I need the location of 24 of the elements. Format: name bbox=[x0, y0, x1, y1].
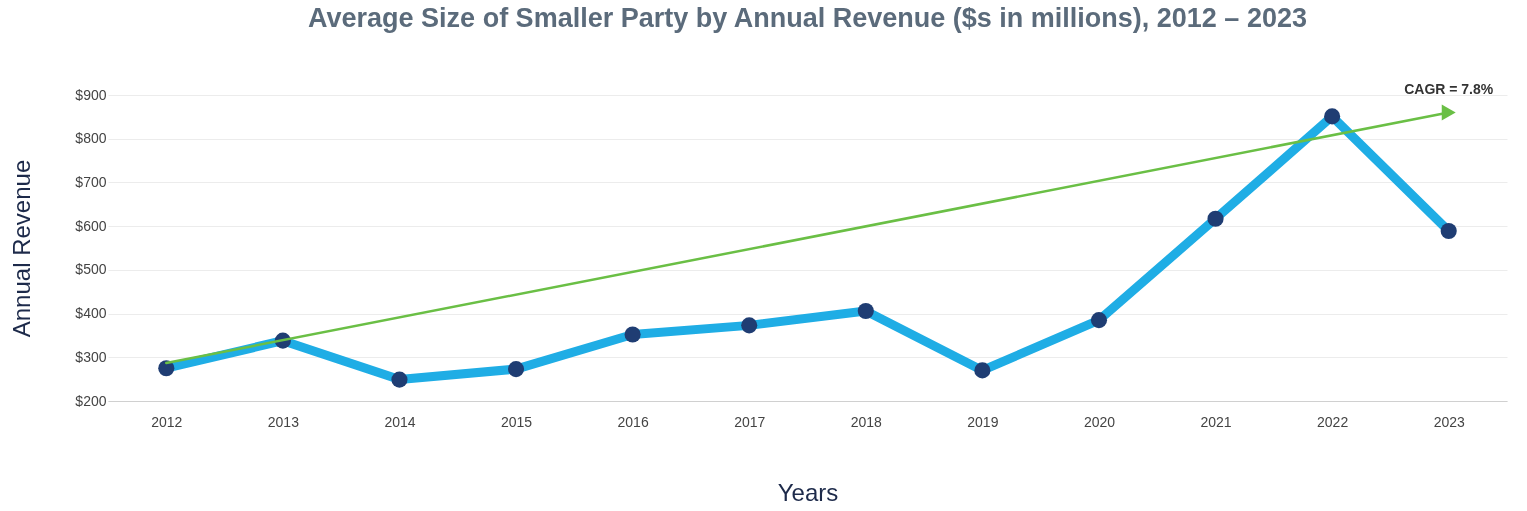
y-tick-label: $400 bbox=[75, 305, 107, 322]
x-tick-label: 2013 bbox=[267, 413, 300, 430]
y-tick-label: $300 bbox=[75, 348, 107, 365]
x-tick-label: 2023 bbox=[1433, 413, 1465, 430]
x-tick-label: 2018 bbox=[850, 413, 883, 430]
x-tick-label: 2015 bbox=[500, 413, 533, 430]
y-tick-label: $800 bbox=[75, 130, 107, 147]
x-tick-label: 2020 bbox=[1083, 413, 1116, 430]
y-axis-title: Annual Revenue bbox=[8, 159, 36, 338]
x-tick-label: 2017 bbox=[734, 413, 766, 430]
annotation: CAGR = 7.8% bbox=[1404, 81, 1494, 98]
y-tick-label: $200 bbox=[75, 392, 107, 409]
x-tick-label: 2022 bbox=[1317, 413, 1349, 430]
x-tick-label: 2019 bbox=[967, 413, 999, 430]
chart-title: Average Size of Smaller Party by Annual Revenue ($s in millions), 2012 – 2023 bbox=[308, 3, 1307, 34]
x-tick-label: 2016 bbox=[617, 413, 649, 430]
y-tick-label: $600 bbox=[75, 217, 107, 234]
x-tick-label: 2021 bbox=[1200, 413, 1232, 430]
x-tick-label: 2014 bbox=[384, 413, 416, 430]
x-axis-title: Years bbox=[777, 478, 839, 506]
y-tick-label: $900 bbox=[75, 86, 107, 103]
y-tick-label: $700 bbox=[75, 173, 107, 190]
x-tick-label: 2012 bbox=[151, 413, 183, 430]
y-tick-label: $500 bbox=[75, 261, 107, 278]
